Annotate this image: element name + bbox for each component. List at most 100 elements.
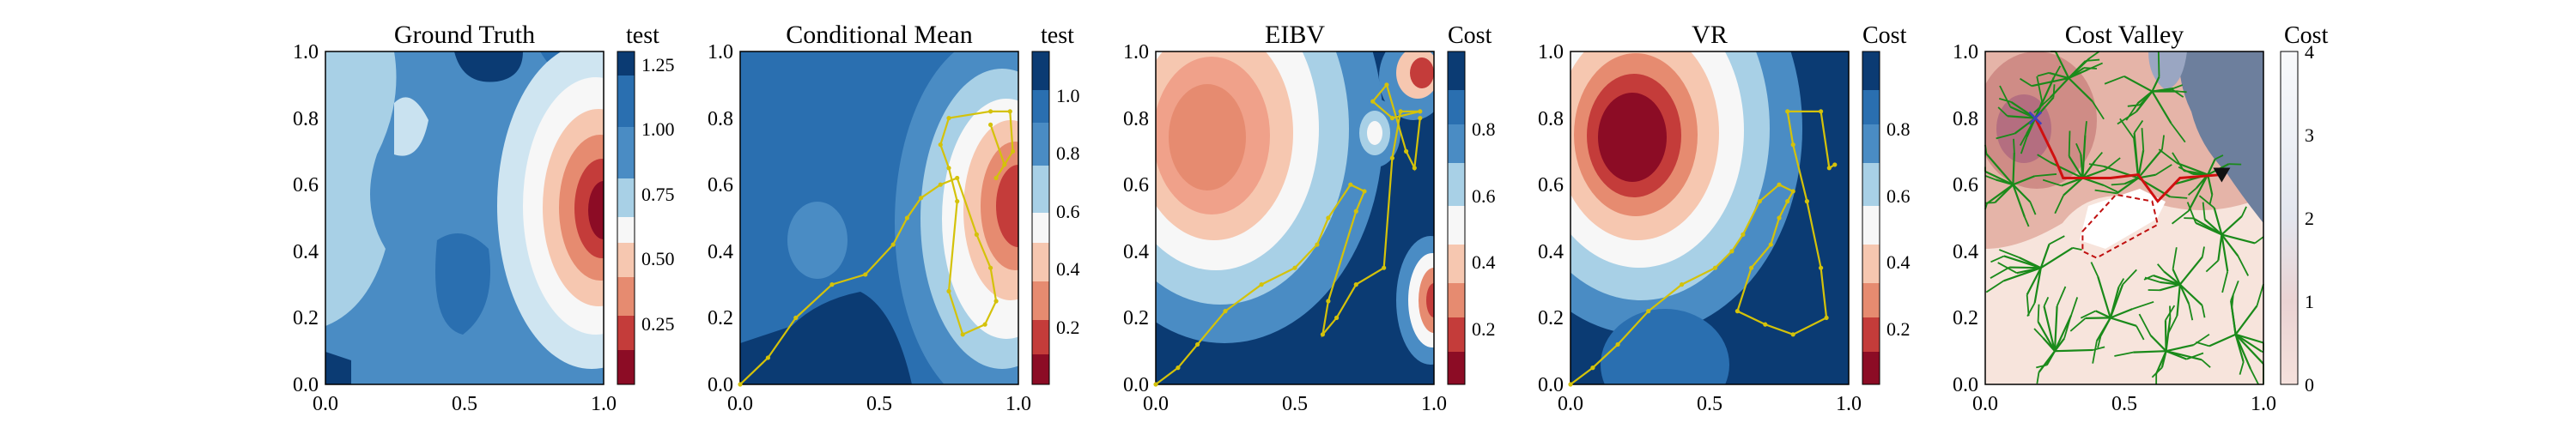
x-tick-label: 0.0 xyxy=(1972,393,1998,415)
colorbar-tick: 0.8 xyxy=(1886,118,1911,140)
tree-edge xyxy=(2119,118,2136,140)
tree-edge xyxy=(2088,51,2100,59)
path-point xyxy=(1712,265,1718,270)
tree-edge xyxy=(2117,111,2137,125)
path-point xyxy=(1353,208,1358,214)
tree-edge xyxy=(2104,76,2125,85)
tree-edge xyxy=(2110,317,2137,327)
tree-edge xyxy=(2158,148,2178,164)
tree-edge xyxy=(2042,178,2062,187)
y-tick-label: 0.4 xyxy=(1538,241,1564,263)
tree-edge xyxy=(2095,310,2111,319)
path-point xyxy=(1334,315,1340,320)
path-point xyxy=(955,199,960,204)
colorbar-tick: 0.8 xyxy=(1472,118,1496,140)
tree-edge xyxy=(2068,155,2084,179)
tree-edge xyxy=(2230,300,2237,335)
panel-cost-valley: Cost Valley Cost 0.0 0.5 1.0 0.0 0.2 0.4… xyxy=(1953,21,2329,415)
path-point xyxy=(1790,142,1795,148)
path-line xyxy=(739,110,1014,385)
tree-edge xyxy=(2152,88,2172,93)
tree-edge xyxy=(2166,350,2202,361)
path-point xyxy=(1223,309,1228,314)
path-point xyxy=(1292,265,1297,270)
y-tick-label: 0.4 xyxy=(708,241,733,263)
tree-edge xyxy=(2133,132,2140,178)
tree-edge xyxy=(2049,77,2069,99)
y-tick-label: 0.2 xyxy=(1538,307,1564,329)
path-point xyxy=(938,182,943,187)
colorbar: 0.2 0.4 0.6 0.8 xyxy=(1862,51,1911,385)
panel-conditional-mean: Conditional Mean test 0.0 0.5 1.0 0.0 0.… xyxy=(708,21,1080,415)
path-point xyxy=(960,332,965,337)
tree-edge xyxy=(2082,168,2106,179)
path-point xyxy=(993,299,999,304)
y-tick-label: 1.0 xyxy=(1953,41,1978,63)
path-point xyxy=(1819,265,1824,270)
tree-edge xyxy=(2217,234,2223,261)
path-point xyxy=(1362,189,1367,194)
colorbar-tick: 0 xyxy=(2305,374,2314,396)
tree-edge xyxy=(2172,209,2190,225)
search-tree xyxy=(1984,51,2264,385)
tree-edge xyxy=(2178,90,2187,94)
tree-edge xyxy=(2036,372,2040,384)
tree-edge xyxy=(2094,151,2103,161)
y-tick-label: 1.0 xyxy=(293,41,319,63)
tree-edge xyxy=(2179,283,2203,306)
tree-edge xyxy=(2151,76,2160,93)
tree-edge xyxy=(2176,284,2181,317)
path-point xyxy=(1398,109,1403,114)
y-tick-label: 0.4 xyxy=(1953,241,1978,263)
tree-edge xyxy=(2221,234,2229,272)
x-tick-label: 1.0 xyxy=(591,393,617,415)
path-point xyxy=(946,116,951,121)
path-point xyxy=(890,242,896,247)
x-tick-label: 1.0 xyxy=(2251,393,2276,415)
colorbar-label: Cost xyxy=(1448,22,1492,49)
panel-title: VR xyxy=(1692,21,1728,49)
tree-edge xyxy=(2201,359,2211,368)
x-ticks: 0.0 0.5 1.0 xyxy=(1972,393,2276,415)
tree-edge xyxy=(2213,207,2223,235)
path-point xyxy=(1153,382,1158,387)
sampling-path xyxy=(738,109,1016,387)
tree-edge xyxy=(2207,159,2216,176)
y-tick-label: 0.4 xyxy=(293,241,319,263)
colorbar-tick: 4 xyxy=(2305,41,2314,63)
tree-edge xyxy=(2239,361,2245,375)
tree-edge xyxy=(2053,305,2058,352)
y-tick-label: 0.8 xyxy=(293,108,319,130)
path-point xyxy=(863,272,868,277)
tree-edge xyxy=(2208,194,2214,205)
tree-edge xyxy=(2170,196,2188,199)
tree-edge xyxy=(2049,235,2065,245)
x-tick-label: 1.0 xyxy=(1836,393,1862,415)
tree-edge xyxy=(2036,364,2047,369)
path-point xyxy=(765,355,770,360)
tree-edge xyxy=(1990,266,2010,279)
tree-edge xyxy=(2075,142,2082,155)
path-point xyxy=(1382,265,1387,270)
path-point xyxy=(1590,366,1595,371)
x-tick-label: 0.5 xyxy=(1697,393,1722,415)
colorbar-tick: 0.6 xyxy=(1886,185,1911,207)
start-marker xyxy=(2028,111,2043,125)
path-point xyxy=(1348,182,1353,187)
colorbar-tick: 1 xyxy=(2305,291,2314,312)
path-point xyxy=(988,122,993,127)
path-point xyxy=(793,315,799,320)
y-tick-label: 0.8 xyxy=(708,108,733,130)
tree-edge xyxy=(1999,85,2012,108)
tree-edge xyxy=(2178,256,2203,286)
tree-edge xyxy=(2192,217,2222,236)
tree-edge xyxy=(2097,276,2111,318)
tree-edge xyxy=(1999,249,2020,258)
tree-edge xyxy=(2137,149,2145,178)
panel-vr: VR Cost 0.0 0.5 1.0 0.0 0.2 0.4 0.6 0.8 … xyxy=(1538,21,1911,415)
tree-edge xyxy=(2068,57,2090,79)
x-tick-label: 0.0 xyxy=(1143,393,1169,415)
colorbar-tick: 0.4 xyxy=(1472,251,1496,273)
path-point xyxy=(1412,166,1417,171)
tree-edge xyxy=(2234,305,2258,335)
